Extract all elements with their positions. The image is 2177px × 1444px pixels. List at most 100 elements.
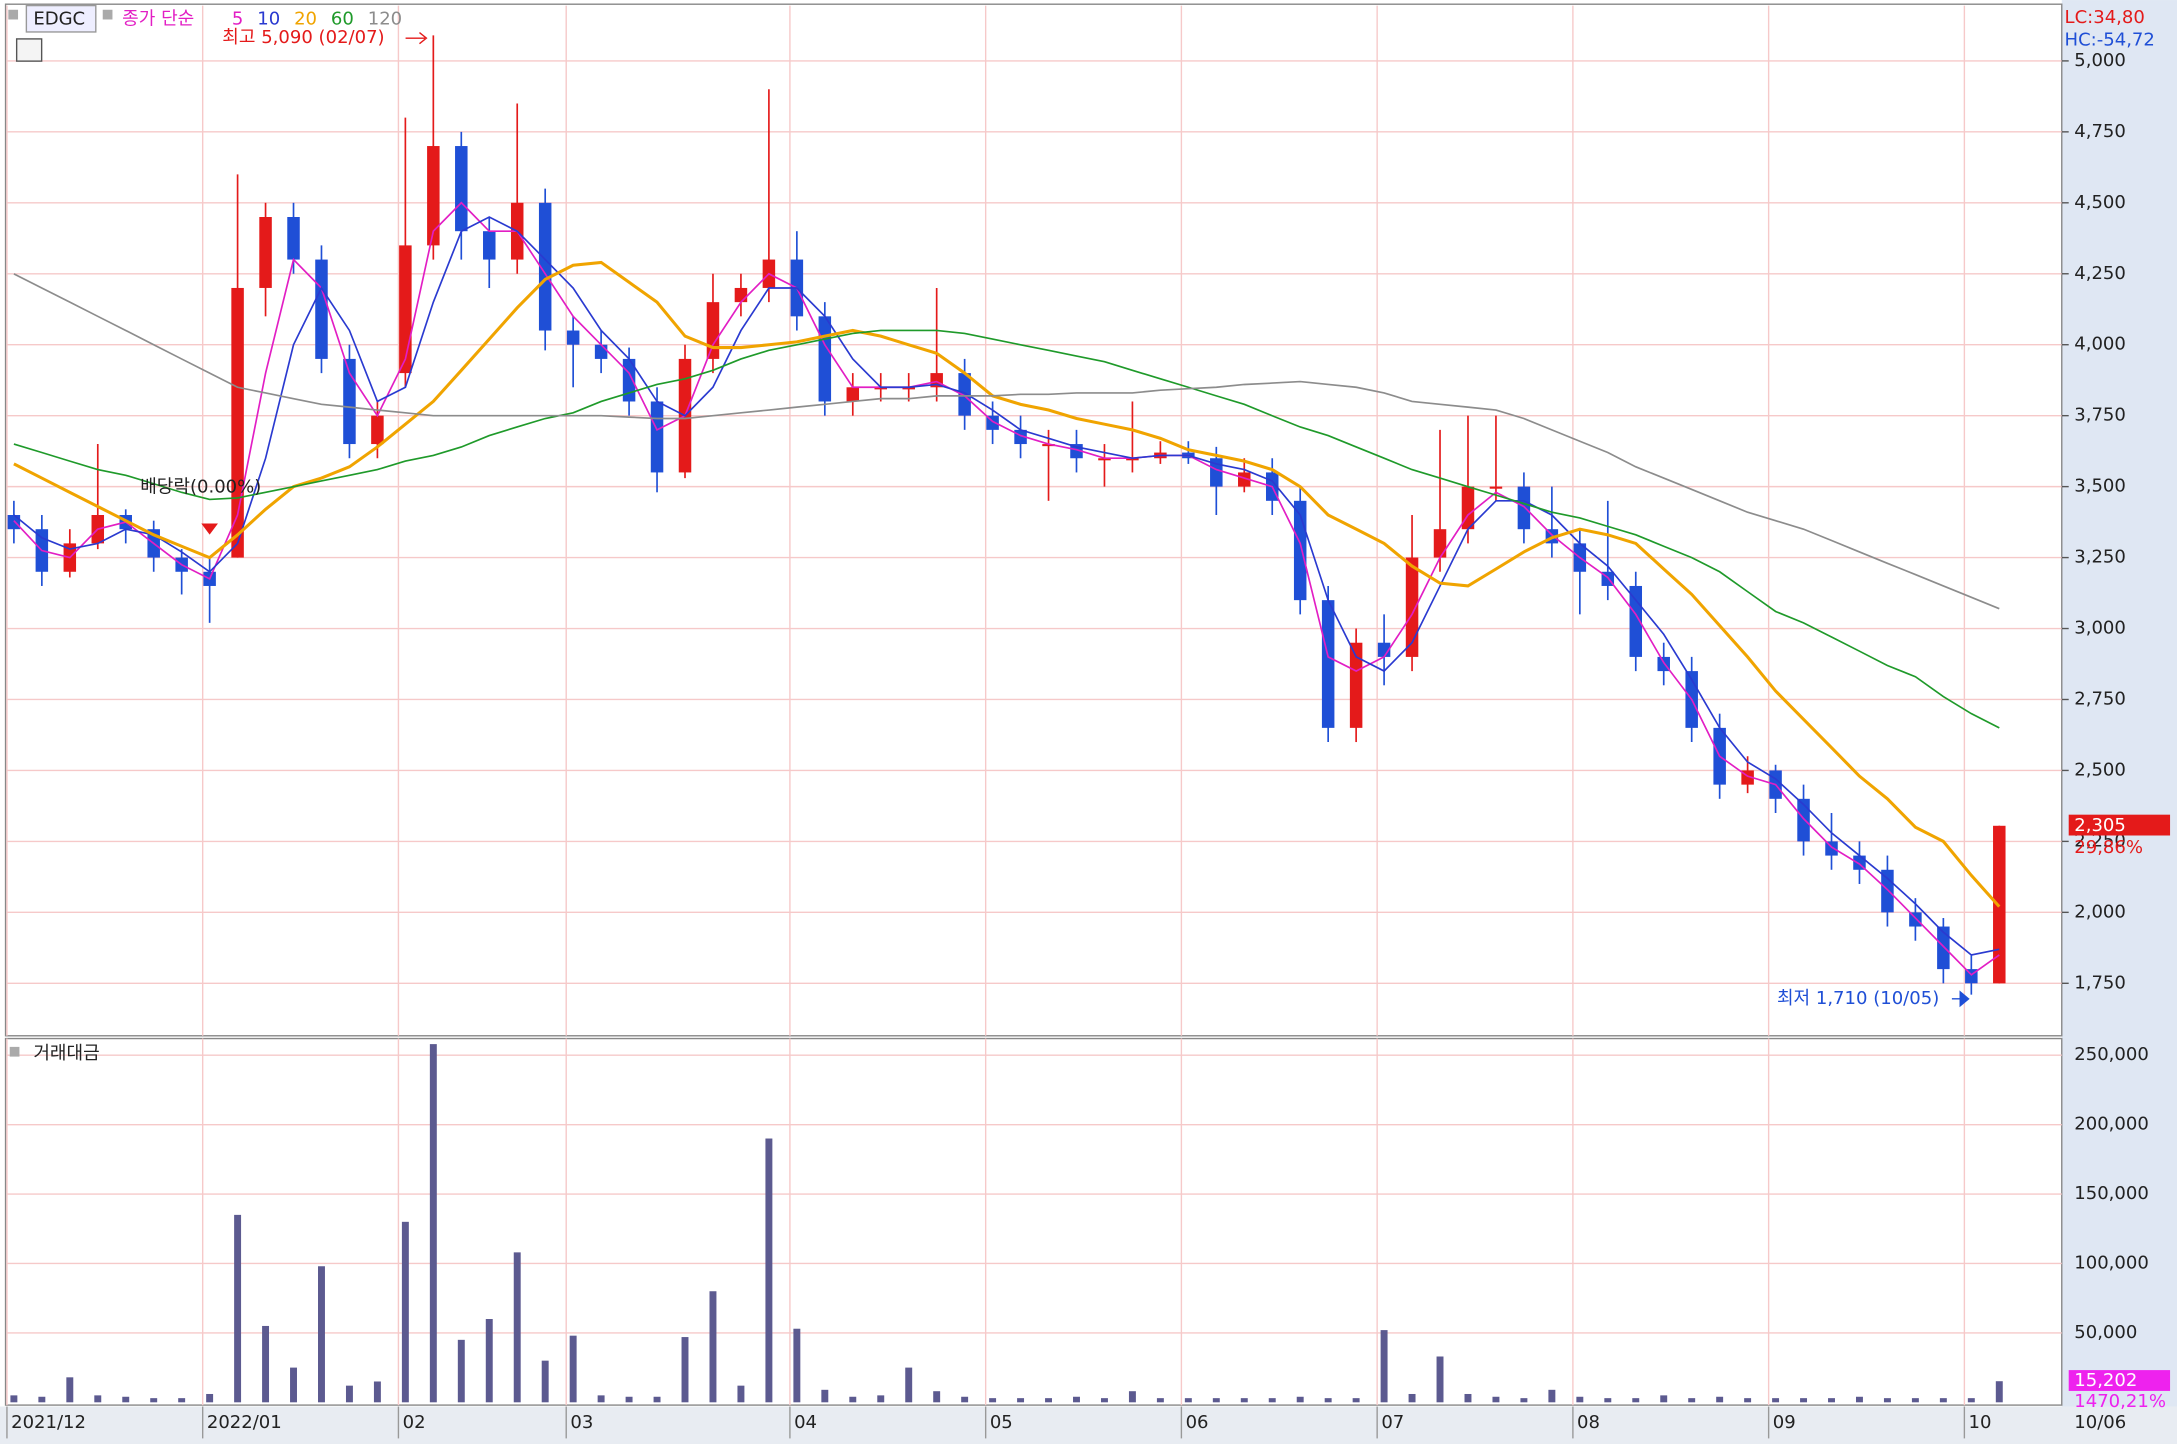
volume-bar	[1380, 1330, 1388, 1403]
candle-body	[706, 302, 720, 359]
volume-bar	[1911, 1398, 1919, 1403]
volume-bar	[1772, 1398, 1780, 1403]
volume-bar	[1967, 1398, 1975, 1403]
volume-tag	[2068, 1370, 2171, 1391]
candle-body	[594, 344, 608, 359]
candle-body	[483, 231, 496, 260]
volume-bar	[485, 1319, 493, 1403]
volume-bar	[1017, 1398, 1025, 1403]
candle-body	[343, 358, 356, 445]
volume-bar	[345, 1385, 353, 1403]
y-tick-label: 3,750	[2074, 405, 2126, 426]
candle-body	[427, 146, 440, 246]
candle-body	[1937, 926, 1950, 970]
volume-bar	[821, 1389, 829, 1403]
candle-body	[1489, 486, 1503, 489]
y-tick-label: 3,250	[2074, 547, 2126, 568]
table-button[interactable]	[15, 38, 43, 62]
volume-bar	[737, 1385, 745, 1403]
candle-body	[287, 217, 300, 260]
x-tick-label: 09	[1773, 1412, 1796, 1433]
volume-bar	[1212, 1398, 1220, 1403]
candle-body	[1433, 529, 1447, 558]
volume-bar	[1073, 1396, 1080, 1403]
x-tick-label: 10	[1969, 1412, 1992, 1433]
volume-bar	[513, 1252, 521, 1403]
candle-body	[315, 259, 328, 359]
arrow	[1951, 990, 1970, 1008]
volume-bar	[905, 1367, 913, 1403]
volume-bar	[94, 1395, 102, 1403]
lc-label: LC:34,80	[2065, 7, 2145, 28]
symbol-box[interactable]	[25, 4, 97, 33]
volume-bar	[262, 1325, 270, 1403]
y-tick-label: 4,250	[2074, 263, 2126, 284]
ma-line	[13, 329, 2000, 729]
volume-bar	[373, 1381, 381, 1403]
volume-bar	[1184, 1398, 1192, 1403]
volume-bar	[318, 1266, 325, 1403]
x-tick-label: 2021/12	[11, 1412, 86, 1433]
volume-bar	[1604, 1398, 1612, 1403]
candle-body	[538, 202, 552, 331]
x-tick-label: 02	[403, 1412, 426, 1433]
y-tick-label: 2,000	[2074, 901, 2126, 922]
volume-bar	[765, 1138, 773, 1403]
price-frame	[4, 3, 2063, 1037]
legend-title: 종가 단순	[122, 8, 194, 29]
axis-panel	[2061, 0, 2177, 1444]
price-tag-label: 2,305	[2074, 815, 2126, 836]
volume-bar	[1995, 1381, 2003, 1403]
symbol: EDGC	[33, 8, 85, 29]
volume-bar	[401, 1221, 409, 1403]
candle-body	[734, 287, 748, 303]
x-tick-label: 2022/01	[207, 1412, 282, 1433]
candle-body	[1881, 869, 1894, 913]
candle-body	[650, 401, 664, 473]
volume-bar	[1855, 1396, 1863, 1403]
hc-label: HC:-54,72	[2065, 29, 2155, 50]
y-tick-label: 100,000	[2074, 1252, 2149, 1273]
y-tick-label: 2,250	[2074, 830, 2126, 851]
candle-body	[371, 415, 384, 445]
volume-bar	[793, 1328, 801, 1403]
y-tick-label: 1,750	[2074, 972, 2126, 993]
ma-line	[13, 201, 2000, 976]
candle-body	[1321, 600, 1335, 728]
y-tick-label: 50,000	[2074, 1322, 2137, 1343]
candle-body	[846, 387, 860, 402]
volume-bar	[1716, 1396, 1724, 1403]
x-tick-label: 06	[1186, 1412, 1209, 1433]
volume-bar	[457, 1339, 465, 1403]
y-tick-label: 4,750	[2074, 121, 2126, 142]
candle-body	[1405, 557, 1419, 657]
volume-bar	[569, 1335, 577, 1403]
legend-entry: 20	[294, 8, 317, 29]
volume-bar	[1268, 1398, 1276, 1403]
y-tick-label: 4,500	[2074, 192, 2126, 213]
arrow	[405, 32, 428, 45]
volume-bar	[1156, 1398, 1164, 1403]
y-tick-label: 250,000	[2074, 1044, 2149, 1065]
x-tick-label: 07	[1381, 1412, 1404, 1433]
candle-body	[7, 515, 21, 530]
volume-bar	[1464, 1393, 1472, 1403]
volume-bar	[709, 1291, 717, 1403]
y-tick-label: 2,500	[2074, 759, 2126, 780]
volume-bar	[1548, 1389, 1556, 1403]
volume-bar	[1632, 1398, 1640, 1403]
low-label: 최저 1,710 (10/05)	[1777, 988, 1939, 1009]
candle-body	[455, 146, 468, 232]
volume-change-label: 1470,21%	[2074, 1391, 2166, 1412]
volume-bar	[206, 1393, 214, 1403]
candle-body	[958, 373, 971, 416]
volume-bar	[1939, 1398, 1947, 1403]
volume-bar	[1296, 1396, 1304, 1403]
volume-bar	[1352, 1398, 1360, 1403]
volume-bar	[122, 1396, 130, 1403]
candle-body	[231, 287, 244, 558]
volume-bar	[1800, 1398, 1808, 1403]
legend-entry: 120	[368, 8, 402, 29]
volume-title: 거래대금	[33, 1043, 99, 1064]
